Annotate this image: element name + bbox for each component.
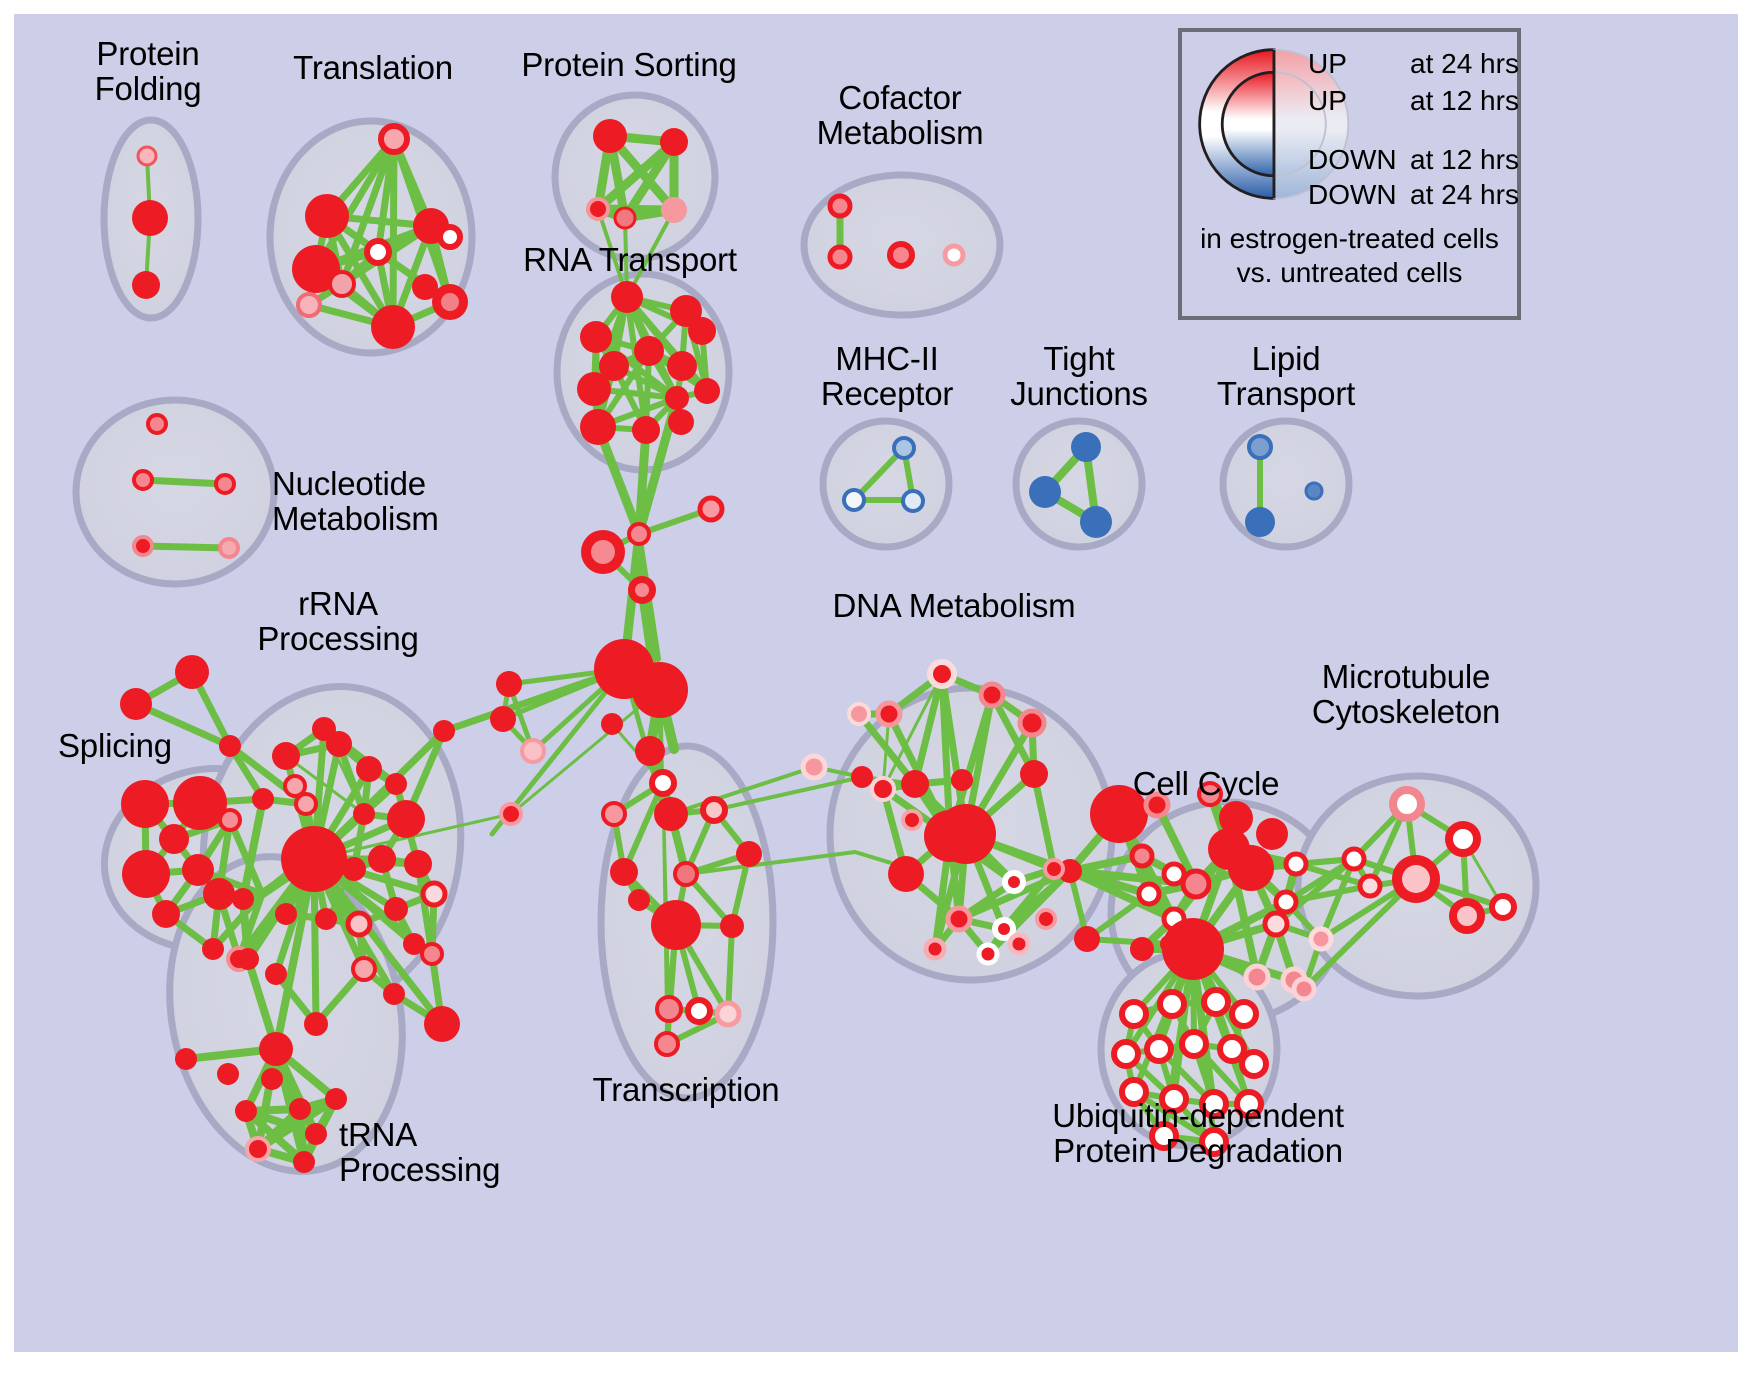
- legend-state-down-12: DOWN: [1308, 144, 1397, 175]
- legend-caption-line1: in estrogen-treated cells: [1200, 223, 1499, 254]
- legend-state-up-24: UP: [1308, 48, 1347, 79]
- network-canvas: Protein Folding Translation Protein Sort…: [14, 14, 1738, 1352]
- legend-node-swatch: [1198, 48, 1350, 200]
- legend-time-up-12: at 12 hrs: [1410, 85, 1519, 116]
- network-graph: [72, 91, 1540, 1175]
- legend-state-up-12: UP: [1308, 85, 1347, 116]
- legend-caption-line2: vs. untreated cells: [1236, 256, 1463, 288]
- blob-nucleotide: [72, 396, 278, 588]
- legend-state-down-24: DOWN: [1308, 179, 1397, 210]
- blob-lipid-transport: [1219, 417, 1353, 551]
- legend-time-up-24: at 24 hrs: [1410, 48, 1519, 79]
- legend-time-down-12: at 12 hrs: [1410, 144, 1519, 175]
- legend-box: UP at 24 hrs UP at 12 hrs DOWN at 12 hrs…: [1178, 28, 1521, 320]
- legend-caption: in estrogen-treated cells vs. untreated …: [1182, 222, 1517, 289]
- blob-mhcii: [819, 417, 953, 551]
- network-nodes: [120, 119, 1517, 1173]
- legend-time-down-24: at 24 hrs: [1410, 179, 1519, 210]
